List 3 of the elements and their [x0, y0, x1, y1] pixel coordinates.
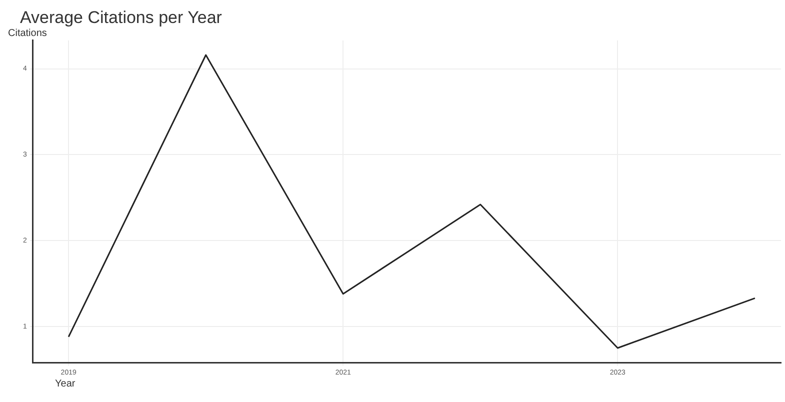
- chart-title: Average Citations per Year: [20, 8, 222, 27]
- y-axis-title: Citations: [8, 28, 47, 40]
- x-axis-title: Year: [55, 378, 76, 390]
